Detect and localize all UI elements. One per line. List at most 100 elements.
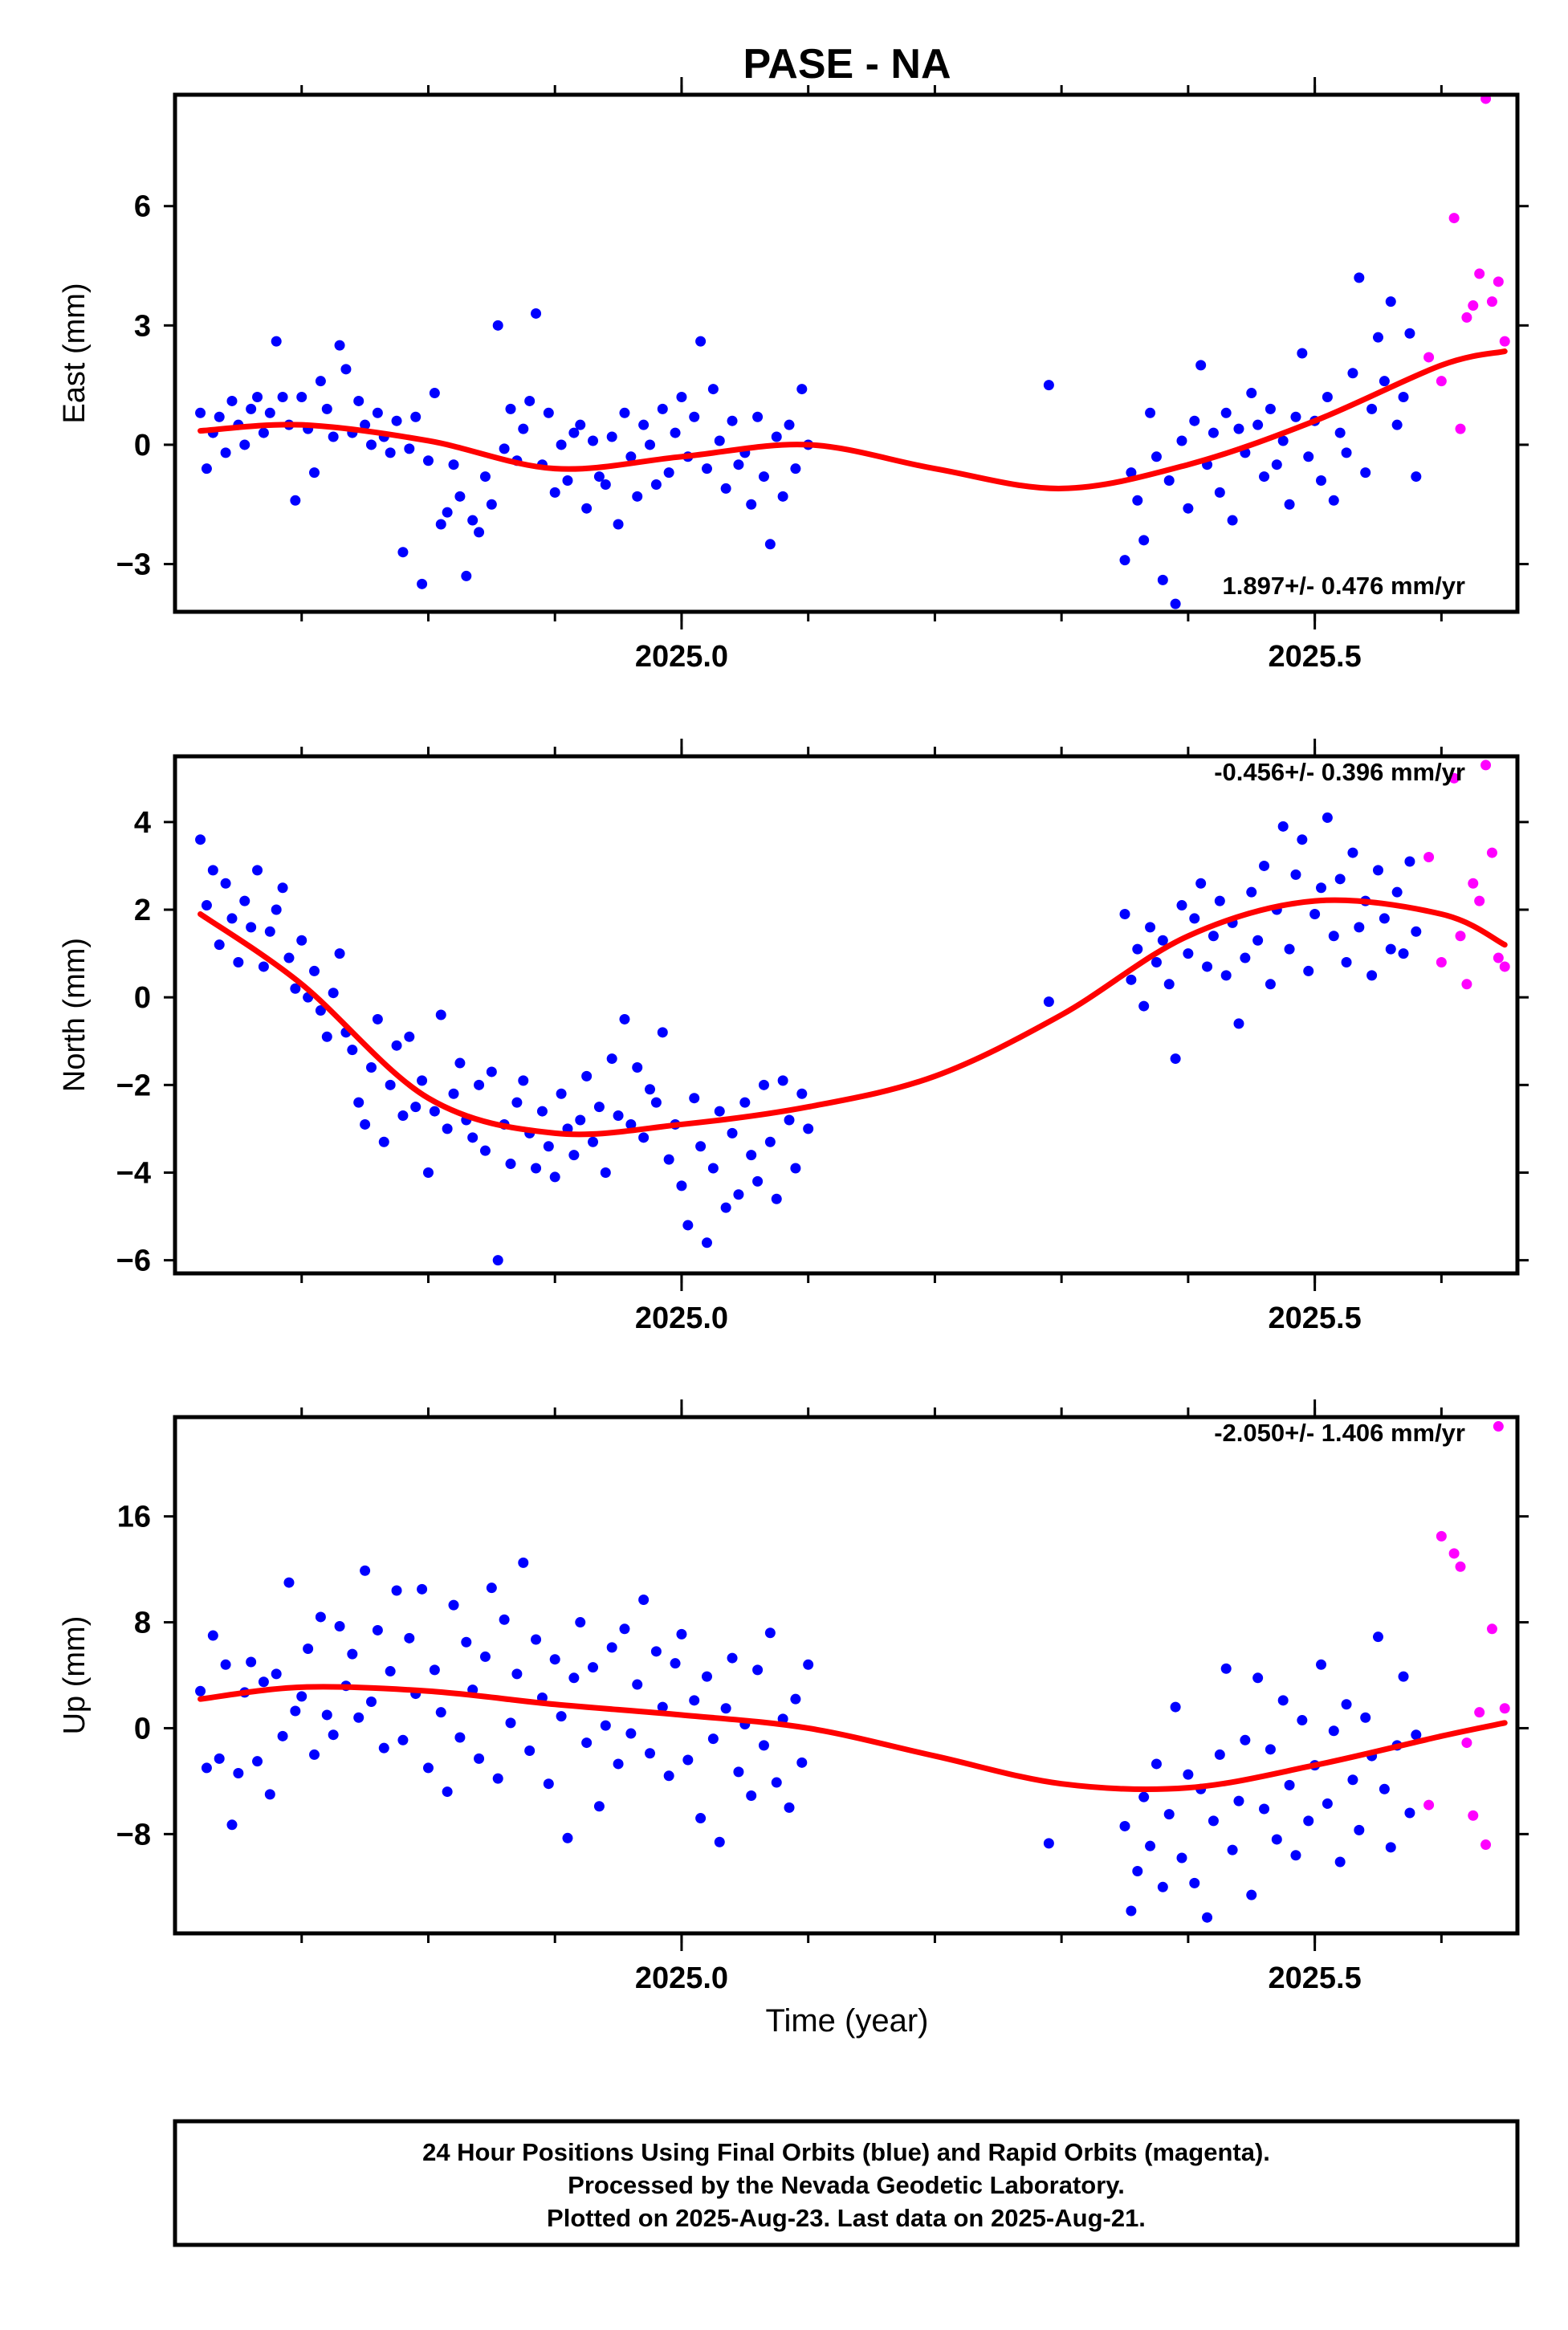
east-final-point [524,395,536,406]
up-final-point [524,1745,536,1756]
east-final-point [689,411,700,422]
north-final-point [790,1163,801,1174]
footer-line-2: Processed by the Nevada Geodetic Laborat… [568,2171,1125,2199]
north-final-point [474,1079,485,1090]
east-final-point [663,467,674,479]
east-final-point [492,320,503,331]
east-final-point [315,376,326,387]
east-final-point [365,439,377,450]
north-final-point [549,1171,560,1183]
up-final-point [632,1679,643,1690]
east-final-point [1398,391,1409,402]
east-final-point [353,395,365,406]
east-final-point [695,336,707,347]
east-rate-label: 1.897+/- 0.476 mm/yr [1223,572,1465,600]
north-final-point [1195,878,1207,889]
north-final-point [1277,821,1289,832]
up-final-point [600,1720,611,1731]
up-final-point [1271,1834,1282,1845]
east-final-point [486,499,497,510]
east-final-point [397,547,409,558]
east-final-point [328,431,339,442]
east-final-point [764,539,776,550]
east-final-point [549,487,560,498]
up-final-point [474,1753,485,1764]
up-final-point [562,1832,573,1843]
north-final-point [1379,913,1390,924]
north-rapid-point [1474,895,1485,906]
north-final-point [1316,882,1327,894]
up-final-point [1138,1791,1150,1802]
north-panel: 2025.0 2025.5 4 2 0 −2 −4 −6 North (mm) -0.456+/-… [58,739,1529,1335]
up-final-point [556,1711,567,1722]
up-final-point [1119,1820,1130,1831]
north-final-point [1265,979,1276,990]
north-final-point [1411,926,1422,937]
up-final-point [397,1734,409,1745]
north-final-point [1322,812,1333,823]
east-final-point [531,308,542,319]
north-final-point [296,935,307,946]
north-final-point [220,878,231,889]
up-final-point [1176,1852,1187,1864]
north-y-tick-label: −6 [116,1244,151,1278]
east-final-point [1183,503,1194,514]
north-final-point [645,1084,656,1095]
east-final-point [714,435,725,446]
east-final-point [252,391,263,402]
north-rapid-point [1499,961,1510,972]
east-final-point [1233,423,1244,434]
east-final-point [1208,427,1219,438]
north-final-point [1214,895,1225,906]
east-final-point [575,419,586,430]
east-rapid-point [1455,423,1466,434]
up-final-point [1145,1840,1156,1851]
north-final-point [435,1009,446,1020]
east-final-point [195,407,206,418]
east-final-point [1151,451,1162,462]
up-final-point [1316,1659,1327,1670]
north-final-point [479,1145,491,1156]
north-final-point [1372,865,1383,876]
up-final-point [606,1642,617,1653]
east-final-point [404,443,415,454]
east-final-point [1214,487,1225,498]
north-y-tick-label: 0 [134,981,151,1015]
east-final-point [467,515,479,526]
up-final-point [1208,1815,1219,1827]
north-final-point [246,922,257,933]
north-final-point [600,1167,611,1178]
east-final-point [746,499,757,510]
up-final-point [1341,1699,1352,1710]
east-final-point [1126,467,1137,479]
north-final-point [1366,970,1378,981]
north-final-point [1183,948,1194,959]
north-final-point [758,1079,769,1090]
up-final-point [1284,1779,1295,1790]
up-final-point [1252,1672,1264,1684]
up-final-point [303,1644,314,1655]
east-final-point [1328,495,1339,506]
east-final-point [593,471,605,483]
east-final-point [290,495,301,506]
up-final-point [1354,1824,1365,1835]
north-final-point [334,948,345,959]
east-final-point [239,439,250,450]
north-final-point [417,1075,428,1086]
east-final-point [454,491,466,502]
east-final-point [727,415,738,426]
north-final-point [448,1088,459,1099]
east-final-point [410,411,422,422]
east-final-point [543,407,554,418]
up-final-point [714,1836,725,1847]
up-rapid-point [1455,1561,1466,1572]
north-final-point [1138,1000,1150,1012]
north-final-point [505,1159,516,1170]
east-final-point [625,451,637,462]
up-final-point [321,1709,332,1721]
north-final-point [264,926,275,937]
north-final-point [676,1180,687,1191]
east-x-tick-label: 2025.5 [1269,640,1362,674]
up-final-point [1398,1671,1409,1682]
east-final-point [1385,296,1396,308]
